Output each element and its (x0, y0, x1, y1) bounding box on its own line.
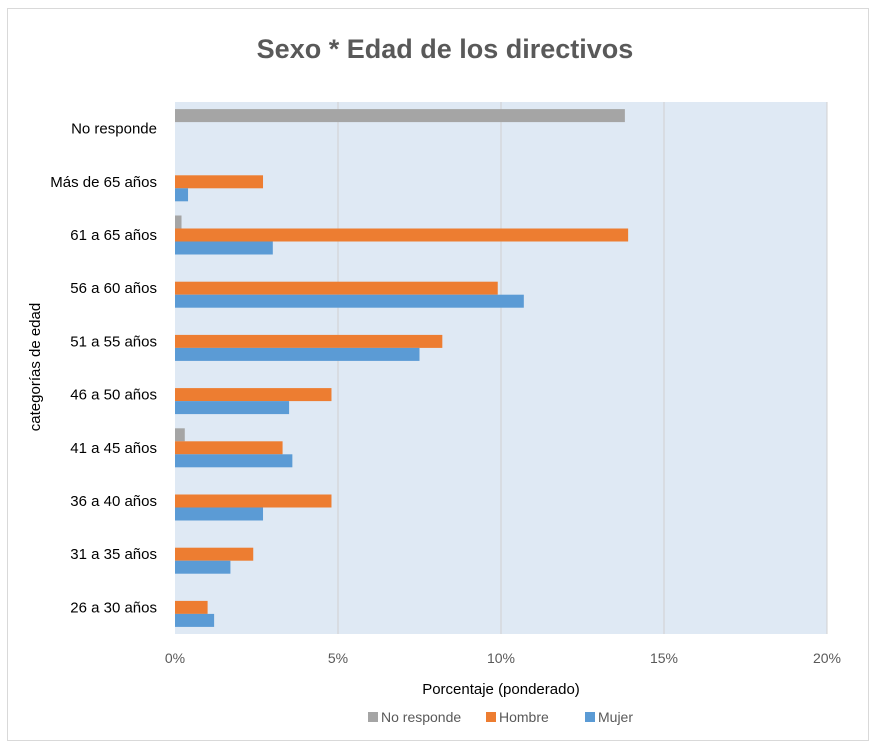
x-tick-label: 5% (328, 650, 348, 666)
bar-mujer (175, 401, 290, 415)
y-axis-title: categorías de edad (27, 303, 44, 431)
x-tick-label: 15% (650, 650, 678, 666)
bar-no-responde (175, 109, 625, 123)
category-label: 56 a 60 años (70, 280, 157, 297)
chart-title: Sexo * Edad de los directivos (257, 34, 634, 64)
bar-mujer (175, 241, 273, 255)
bar-mujer (175, 294, 524, 308)
category-label: 51 a 55 años (70, 333, 157, 350)
bar-mujer (175, 613, 215, 627)
x-tick-label: 10% (487, 650, 515, 666)
bar-no-responde (175, 428, 185, 442)
category-label: 31 a 35 años (70, 546, 157, 563)
legend: No responde Hombre Mujer (368, 709, 633, 725)
legend-swatch (585, 712, 595, 722)
bar-hombre (175, 494, 332, 508)
bar-no-responde (175, 215, 182, 229)
category-label: 26 a 30 años (70, 599, 157, 616)
category-label: Más de 65 años (50, 174, 157, 191)
legend-label: Hombre (499, 709, 549, 725)
bar-hombre (175, 441, 283, 455)
legend-swatch (486, 712, 496, 722)
category-label: 36 a 40 años (70, 493, 157, 510)
bar-mujer (175, 454, 293, 468)
x-tick-label: 20% (813, 650, 841, 666)
bar-mujer (175, 188, 189, 202)
bar-mujer (175, 560, 231, 574)
legend-swatch (368, 712, 378, 722)
x-tick-label: 0% (165, 650, 185, 666)
bar-hombre (175, 600, 208, 614)
bar-hombre (175, 175, 264, 189)
bar-mujer (175, 347, 420, 361)
bar-hombre (175, 334, 443, 348)
bar-hombre (175, 281, 498, 295)
bar-hombre (175, 228, 629, 242)
category-label: 46 a 50 años (70, 387, 157, 404)
bar-hombre (175, 547, 254, 561)
bar-mujer (175, 507, 264, 521)
category-label: No responde (71, 121, 157, 138)
bar-hombre (175, 388, 332, 402)
x-axis-title: Porcentaje (ponderado) (422, 681, 580, 698)
category-label: 41 a 45 años (70, 440, 157, 457)
legend-label: Mujer (598, 709, 633, 725)
category-label: 61 a 65 años (70, 227, 157, 244)
legend-label: No responde (381, 709, 461, 725)
